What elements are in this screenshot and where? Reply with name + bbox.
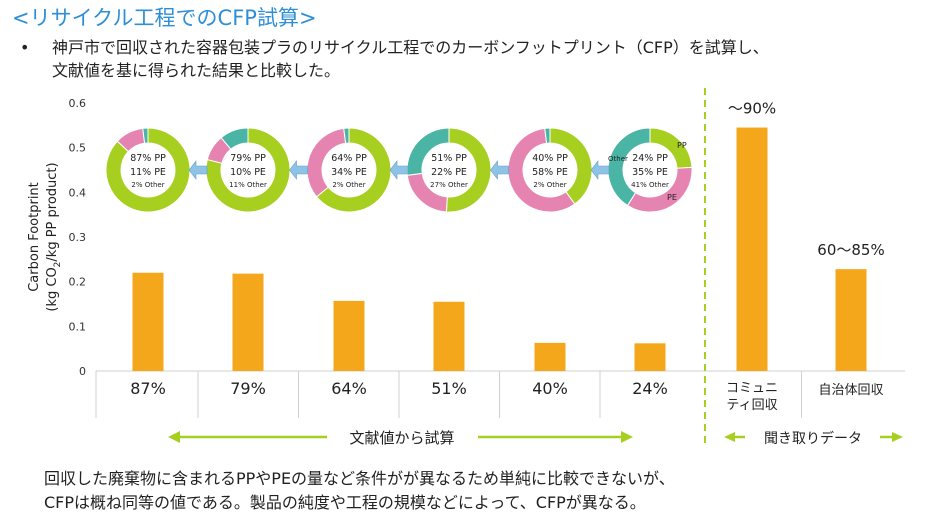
y-tick-label: 0.2 bbox=[69, 276, 87, 289]
donut-label: 11% PE bbox=[130, 167, 166, 178]
donut-label: 64% PP bbox=[331, 153, 367, 164]
x-tick-label: 40% bbox=[532, 379, 568, 398]
conclusion-line-2: CFPは概ね同等の値である。製品の純度や工程の規模などによって、CFPが異なる。 bbox=[44, 493, 646, 512]
bullet: • bbox=[20, 38, 30, 57]
intro-text: • 神戸市で回収された容器包装プラのリサイクル工程でのカーボンフットプリント（C… bbox=[20, 36, 935, 82]
donut-label: 34% PE bbox=[331, 167, 367, 178]
donut-label: 2% Other bbox=[533, 181, 566, 189]
intro-line-1: 神戸市で回収された容器包装プラのリサイクル工程でのカーボンフットプリント（CFP… bbox=[52, 38, 769, 57]
donut-slice-other bbox=[607, 127, 651, 207]
donut-slice-pp bbox=[445, 127, 492, 213]
slide-title: <リサイクル工程でのCFP試算> bbox=[12, 6, 317, 30]
donut-slice-pp bbox=[549, 127, 593, 205]
donut-slice-other bbox=[544, 127, 551, 144]
bar bbox=[634, 343, 666, 371]
donut-label: 11% Other bbox=[229, 181, 267, 189]
group-label-interview: 聞き取りデータ bbox=[764, 430, 862, 447]
donut-slice-other bbox=[406, 127, 450, 176]
bar bbox=[132, 272, 164, 371]
x-tick-label: 24% bbox=[632, 379, 668, 398]
range-literature-head-right bbox=[621, 431, 633, 443]
y-tick-label: 0.3 bbox=[69, 231, 87, 244]
y-tick-label: 0.4 bbox=[69, 186, 87, 199]
donut-label: 41% Other bbox=[631, 181, 669, 189]
bar-annotation: 60～85% bbox=[817, 241, 884, 259]
donut-label: 24% PP bbox=[632, 153, 668, 164]
donut-label: 10% PE bbox=[230, 167, 266, 178]
trend-arrow bbox=[188, 160, 208, 180]
donut-label: 58% PE bbox=[532, 167, 568, 178]
intro-line-2: 文献値を基に得られた結果と比較した。 bbox=[52, 61, 341, 80]
legend-other: Other bbox=[608, 155, 628, 163]
y-tick-label: 0 bbox=[79, 365, 86, 378]
bar bbox=[433, 301, 465, 371]
range-interview-head-right bbox=[892, 432, 903, 442]
trend-arrow bbox=[389, 160, 409, 180]
donut-slice-other bbox=[142, 127, 149, 144]
trend-arrow bbox=[289, 160, 308, 180]
donut-label: 87% PP bbox=[130, 153, 166, 164]
donut-label: 51% PP bbox=[431, 153, 467, 164]
conclusion-text: 回収した廃棄物に含まれるPPやPEの量など条件がが異なるため単純に比較できないが… bbox=[44, 467, 934, 515]
donut-label: 2% Other bbox=[131, 181, 164, 189]
y-tick-label: 0.1 bbox=[69, 320, 87, 333]
donut-label: 35% PE bbox=[632, 167, 668, 178]
donut-label: 79% PP bbox=[230, 153, 266, 164]
conclusion-line-1: 回収した廃棄物に含まれるPPやPEの量など条件がが異なるため単純に比較できないが… bbox=[44, 469, 675, 488]
bar-annotation: ～90% bbox=[728, 100, 776, 118]
group-label-literature: 文献値から試算 bbox=[349, 429, 454, 447]
x-tick-label: 87% bbox=[130, 379, 166, 398]
y-tick-label: 0.6 bbox=[69, 97, 87, 110]
trend-arrow bbox=[490, 160, 509, 180]
x-tick-label: 79% bbox=[230, 379, 266, 398]
bar bbox=[835, 269, 867, 371]
donut-label: 40% PP bbox=[532, 153, 568, 164]
donut-slice-other bbox=[220, 127, 249, 150]
donut-slice-pe bbox=[507, 127, 576, 213]
range-interview-head-left bbox=[724, 432, 735, 442]
bar bbox=[534, 342, 566, 371]
donut-slice-pe bbox=[406, 172, 448, 213]
bar bbox=[232, 273, 264, 371]
x-tick-label: コミュニティ回収 bbox=[726, 381, 778, 413]
bar bbox=[333, 300, 365, 371]
legend-pe: PE bbox=[667, 193, 677, 202]
x-tick-label: 64% bbox=[331, 379, 367, 398]
donut-label: 27% Other bbox=[430, 181, 468, 189]
x-tick-label: 51% bbox=[431, 379, 467, 398]
trend-arrow bbox=[590, 160, 610, 180]
donut-slice-pp bbox=[105, 127, 191, 213]
y-axis-label: Carbon Footprint (kg CO2/kg PP product) bbox=[27, 162, 63, 311]
donut-label: 22% PE bbox=[431, 167, 467, 178]
range-literature-head-left bbox=[168, 431, 180, 443]
bar bbox=[736, 127, 768, 371]
x-tick-label: 自治体回収 bbox=[818, 383, 883, 398]
legend-pp: PP bbox=[677, 141, 687, 150]
donut-slice-pp bbox=[315, 127, 392, 213]
donut-label: 2% Other bbox=[332, 181, 365, 189]
donut-slice-other bbox=[343, 127, 350, 144]
y-tick-label: 0.5 bbox=[69, 142, 87, 155]
